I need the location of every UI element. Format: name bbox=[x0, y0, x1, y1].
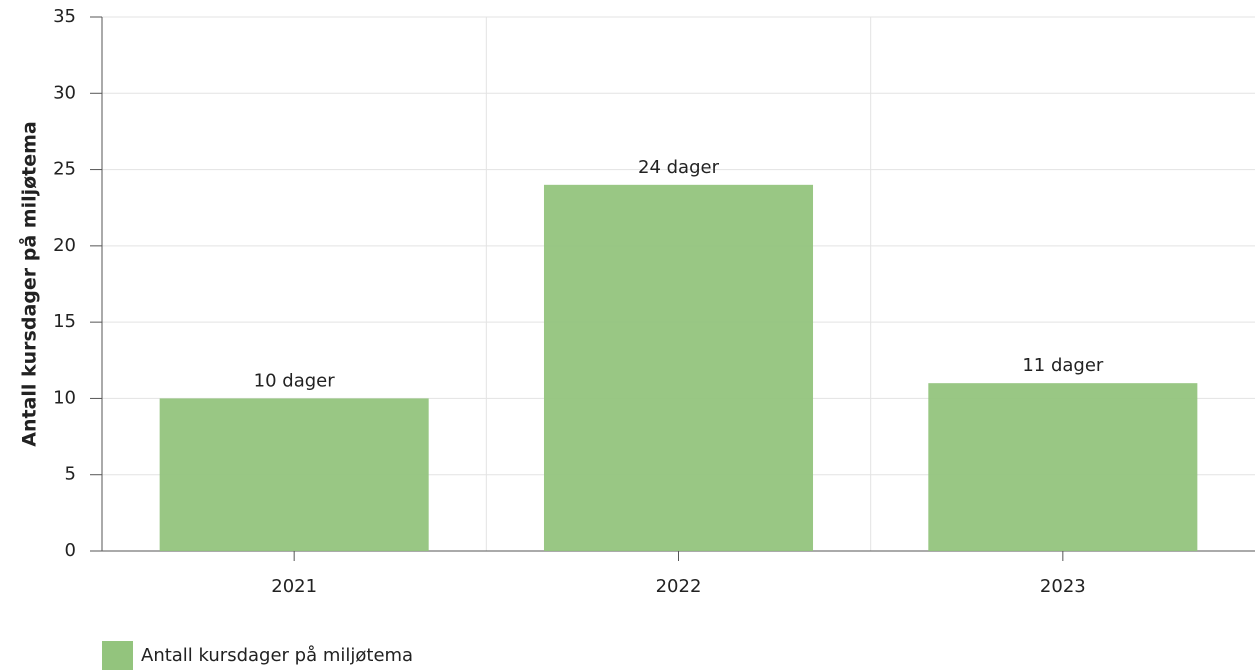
data-label: 11 dager bbox=[1022, 355, 1104, 376]
data-label: 10 dager bbox=[254, 370, 336, 391]
y-tick-label: 20 bbox=[53, 235, 76, 256]
y-tick-label: 5 bbox=[65, 464, 76, 485]
legend-swatch bbox=[102, 641, 133, 670]
bar bbox=[543, 184, 814, 552]
x-tick-label: 2023 bbox=[1040, 576, 1086, 597]
y-tick-label: 25 bbox=[53, 159, 76, 180]
x-tick-label: 2022 bbox=[656, 576, 702, 597]
y-axis-label: Antall kursdager på miljøtema bbox=[17, 121, 41, 447]
y-tick-label: 30 bbox=[53, 82, 76, 103]
bar bbox=[159, 398, 429, 551]
x-tick-label: 2021 bbox=[271, 576, 317, 597]
y-tick-label: 0 bbox=[65, 540, 76, 561]
data-label: 24 dager bbox=[638, 157, 720, 178]
y-tick-label: 10 bbox=[53, 387, 76, 408]
y-tick-label: 15 bbox=[53, 311, 76, 332]
legend-label: Antall kursdager på miljøtema bbox=[141, 645, 413, 666]
y-tick-label: 35 bbox=[53, 6, 76, 27]
bar bbox=[928, 383, 1198, 551]
